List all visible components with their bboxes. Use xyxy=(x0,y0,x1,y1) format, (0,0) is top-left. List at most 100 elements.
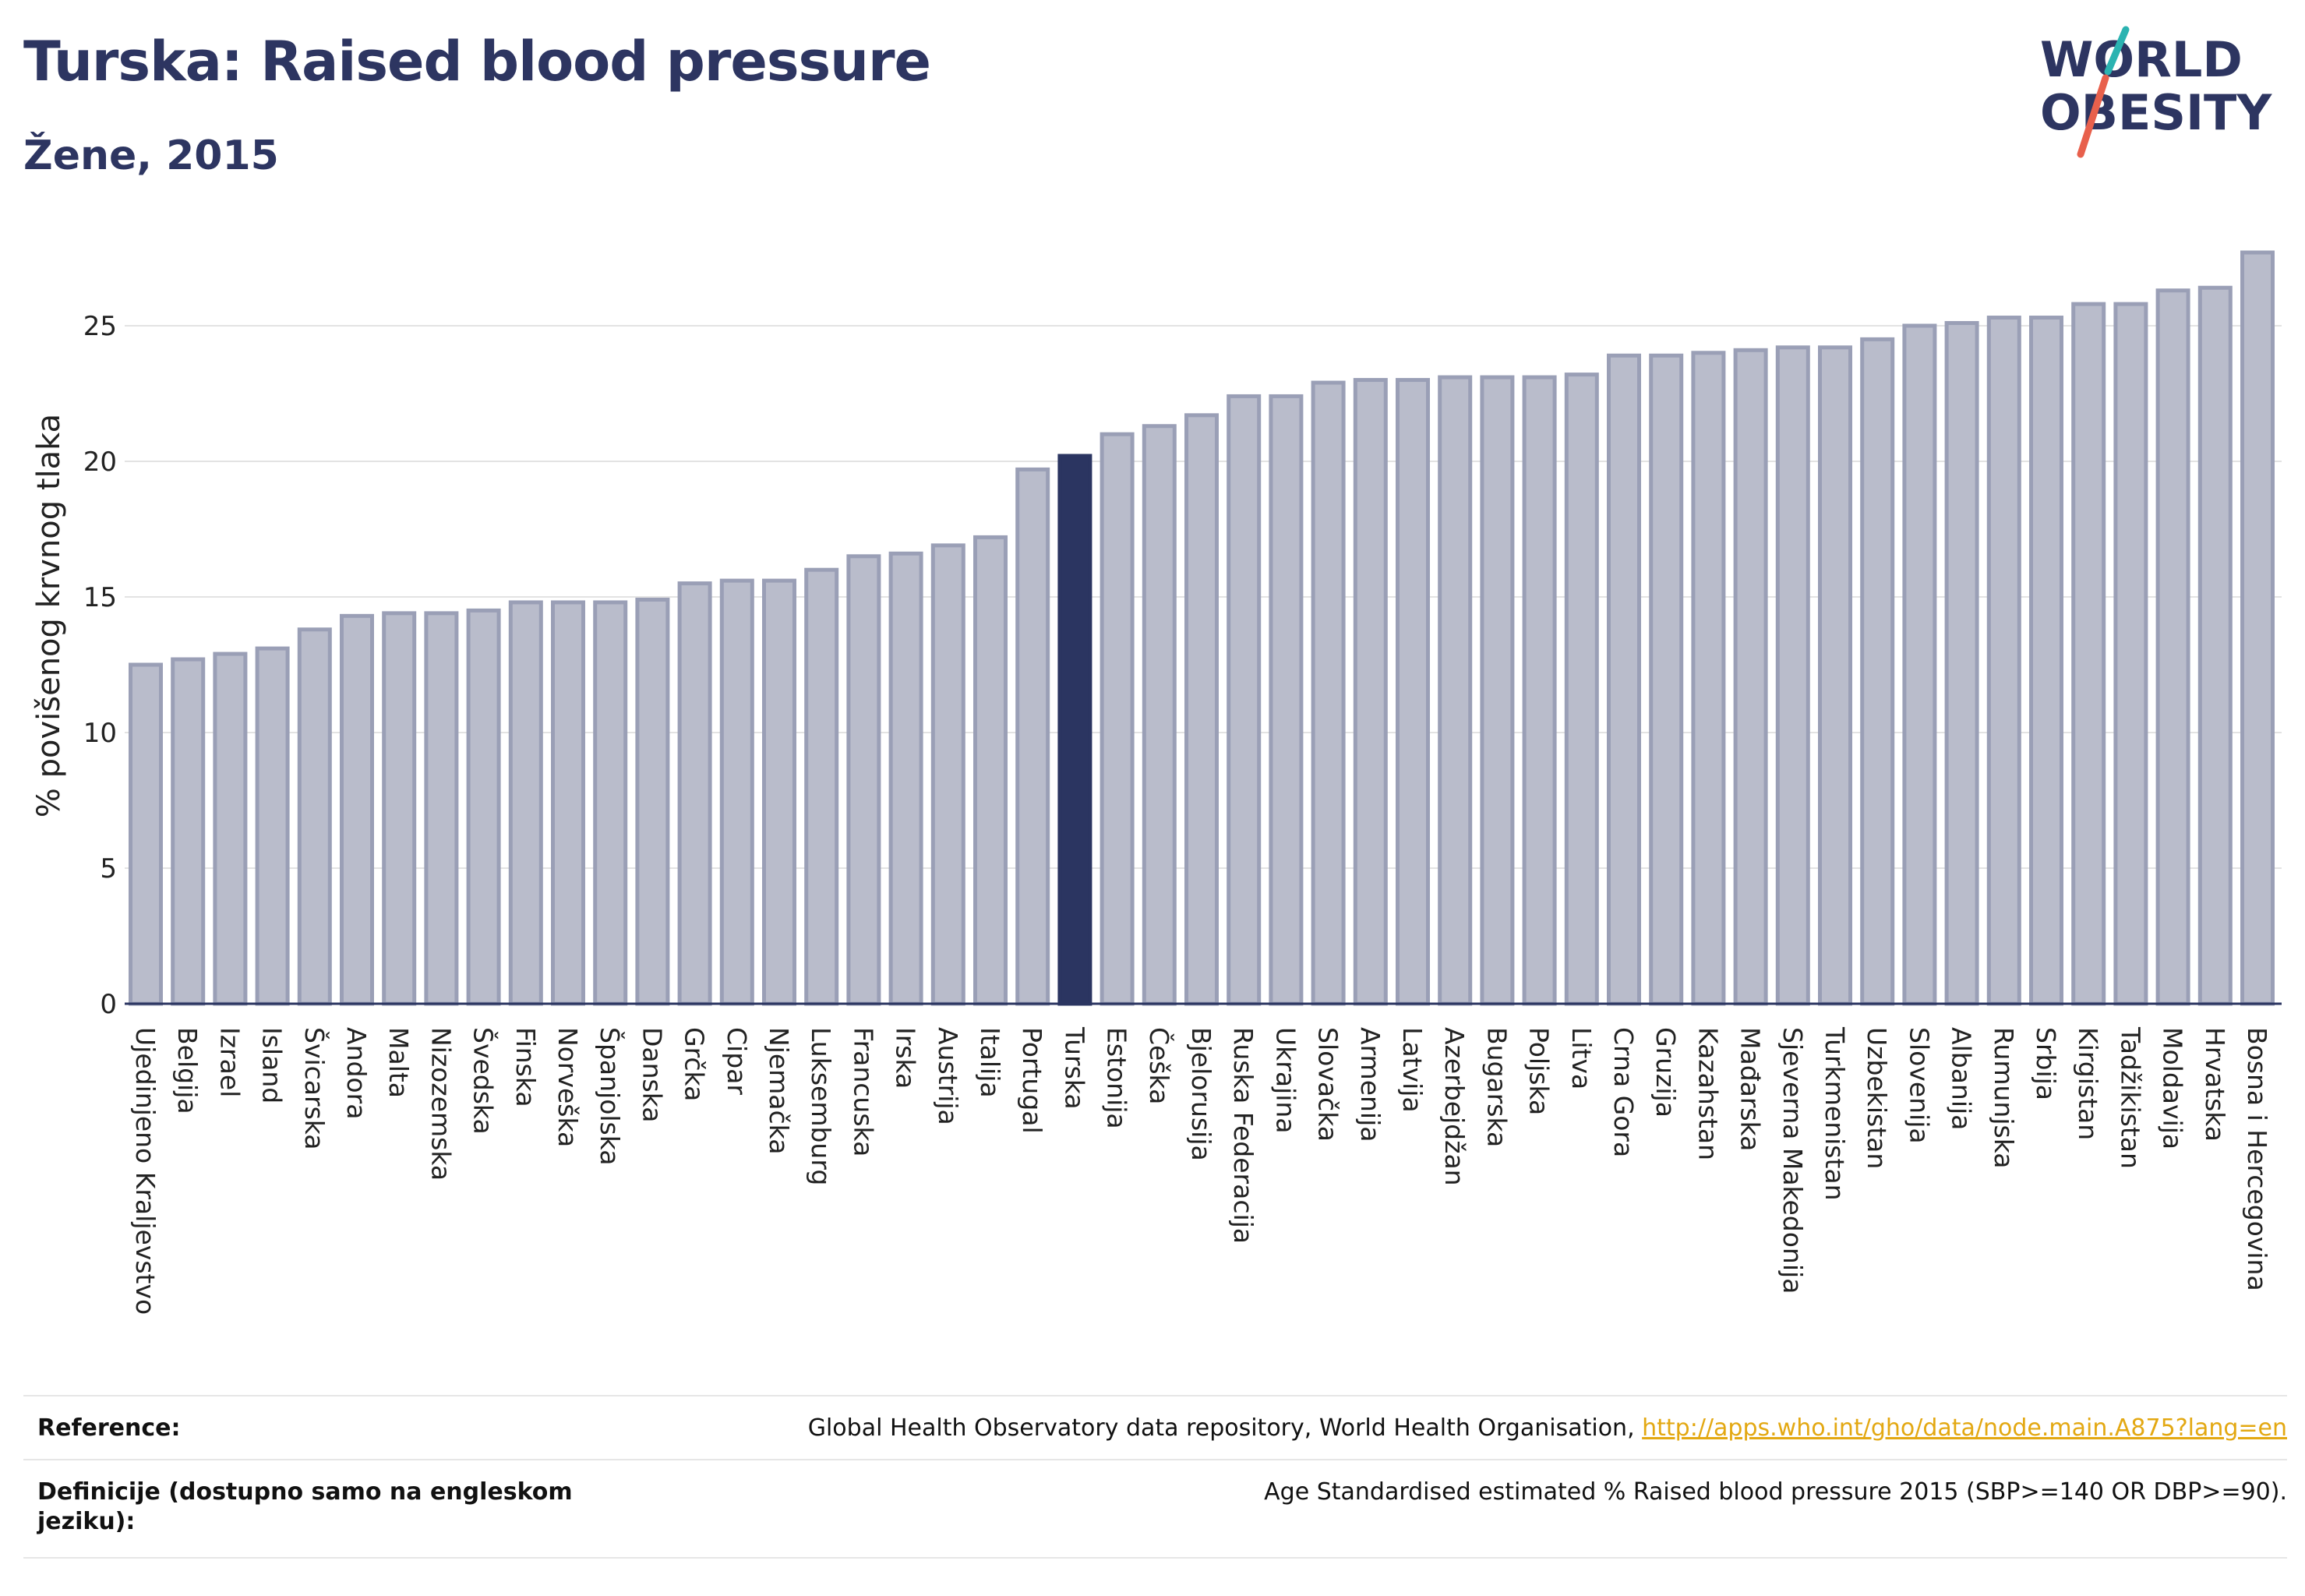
x-tick-label: Azerbejdžan xyxy=(1439,1027,1470,1186)
x-tick-label: Moldavija xyxy=(2158,1027,2188,1149)
x-tick-label: Rumunjska xyxy=(1989,1027,2019,1168)
x-tick-label: Izrael xyxy=(214,1027,245,1097)
bar xyxy=(1733,348,1768,1006)
bar xyxy=(635,597,670,1006)
bar xyxy=(2240,250,2275,1006)
x-tick-label: Litva xyxy=(1566,1027,1597,1089)
chart-title: Turska: Raised blood pressure xyxy=(23,30,931,94)
x-tick-label: Ukrajina xyxy=(1270,1027,1301,1134)
x-tick-label: Cipar xyxy=(722,1027,752,1095)
bar xyxy=(255,646,290,1006)
bar xyxy=(1649,353,1684,1006)
bar xyxy=(213,651,248,1006)
x-tick-label: Turkmenistan xyxy=(1820,1026,1850,1201)
bar xyxy=(1986,316,2021,1006)
x-tick-label: Slovenija xyxy=(1904,1027,1934,1144)
bar xyxy=(846,554,881,1006)
bar xyxy=(930,543,965,1006)
bar xyxy=(1396,378,1430,1006)
bar xyxy=(1607,353,1641,1006)
bar xyxy=(1564,373,1599,1006)
x-tick-labels: Ujedinjeno Kraljevstvo Belgija Izrael Islan… xyxy=(130,1026,2272,1315)
x-tick-label: Andora xyxy=(341,1027,372,1119)
x-tick-label: Estonija xyxy=(1102,1027,1132,1129)
y-axis-title: % povišenog krvnog tlaka xyxy=(31,414,67,817)
chart-subtitle: Žene, 2015 xyxy=(23,132,279,179)
bar xyxy=(2071,302,2106,1006)
x-tick-label: Švedska xyxy=(468,1027,499,1135)
bar xyxy=(2113,302,2148,1006)
definition-label: Definicije (dostupno samo na engleskom j… xyxy=(37,1478,573,1535)
bar xyxy=(424,611,459,1006)
x-tick-label: Gruzija xyxy=(1650,1027,1681,1118)
x-tick-label: Španjolska xyxy=(595,1027,626,1166)
logo-text-line2: OBESITY xyxy=(2040,84,2272,141)
x-tick-label: Bosna i Hercegovina xyxy=(2242,1027,2272,1291)
bar-highlight xyxy=(1057,454,1092,1006)
x-tick-label: Island xyxy=(257,1027,288,1103)
x-tick-label: Mađarska xyxy=(1735,1027,1766,1151)
x-tick-label: Hrvatska xyxy=(2200,1027,2230,1142)
x-tick-label: Turska xyxy=(1059,1026,1089,1110)
x-tick-label: Uzbekistan xyxy=(1862,1027,1892,1169)
x-tick-label: Latvija xyxy=(1397,1027,1428,1113)
x-tick-label: Luksemburg xyxy=(806,1027,836,1185)
definition-row: Definicije (dostupno samo na engleskom j… xyxy=(23,1459,2287,1559)
x-tick-label: Austrija xyxy=(933,1027,963,1125)
bar xyxy=(1184,413,1219,1006)
x-tick-label: Poljska xyxy=(1524,1027,1555,1115)
x-tick-label: Srbija xyxy=(2031,1027,2061,1100)
y-tick-label: 15 xyxy=(83,582,117,613)
bar xyxy=(1353,378,1388,1006)
bar xyxy=(1227,394,1262,1006)
bar xyxy=(297,627,332,1006)
reference-label: Reference: xyxy=(37,1414,181,1442)
bar xyxy=(1944,320,1979,1006)
bar xyxy=(382,611,417,1006)
bar xyxy=(1438,375,1473,1006)
y-tick-labels: 0 5 10 15 20 25 xyxy=(83,311,117,1020)
y-tick-label: 20 xyxy=(83,447,117,478)
bar xyxy=(1311,380,1346,1006)
reference-text: Global Health Observatory data repositor… xyxy=(807,1414,1643,1442)
x-tick-label: Tadžikistan xyxy=(2115,1026,2145,1169)
bar xyxy=(2029,316,2063,1006)
x-tick-label: Albanija xyxy=(1947,1027,1977,1130)
x-tick-label: Kirgistan xyxy=(2073,1027,2103,1140)
bar xyxy=(762,578,796,1006)
x-tick-label: Norveška xyxy=(552,1027,583,1147)
bar xyxy=(677,581,712,1006)
x-tick-label: Švicarska xyxy=(299,1027,330,1150)
x-tick-label: Danska xyxy=(637,1027,667,1123)
bar xyxy=(1691,351,1726,1006)
x-tick-label: Portugal xyxy=(1017,1027,1047,1134)
bar xyxy=(171,657,206,1006)
x-tick-label: Italija xyxy=(975,1027,1005,1098)
bar-chart: 0 5 10 15 20 25 Ujedinjeno Kraljevstvo Belgija… xyxy=(31,250,2282,1315)
x-tick-label: Slovačka xyxy=(1313,1027,1343,1142)
bar xyxy=(1480,375,1515,1006)
reference-link[interactable]: http://apps.who.int/gho/data/node.main.A… xyxy=(1642,1414,2287,1442)
x-tick-label: Grčka xyxy=(679,1027,710,1101)
x-tick-label: Sjeverna Makedonija xyxy=(1777,1027,1808,1294)
bar xyxy=(593,600,628,1006)
logo-slash-red xyxy=(2077,74,2109,158)
bars xyxy=(129,250,2275,1006)
bar xyxy=(1269,394,1304,1006)
bar xyxy=(2197,285,2233,1006)
reference-value: Global Health Observatory data repositor… xyxy=(808,1414,2287,1443)
footer-table: Reference: Global Health Observatory dat… xyxy=(23,1395,2287,1559)
x-tick-label: Bjelorusija xyxy=(1186,1027,1216,1161)
x-tick-label: Armenija xyxy=(1355,1027,1385,1142)
x-tick-label: Irska xyxy=(891,1027,921,1089)
world-obesity-logo: WORLD OBESITY xyxy=(2040,26,2272,158)
bar xyxy=(1015,467,1050,1006)
bar xyxy=(1522,375,1557,1006)
bar xyxy=(973,535,1008,1006)
x-tick-label: Bugarska xyxy=(1481,1027,1512,1147)
y-tick-label: 0 xyxy=(100,989,117,1020)
x-tick-label: Ruska Federacija xyxy=(1228,1027,1258,1244)
x-tick-label: Malta xyxy=(383,1027,414,1098)
bar xyxy=(508,600,543,1006)
bar xyxy=(2155,288,2190,1006)
